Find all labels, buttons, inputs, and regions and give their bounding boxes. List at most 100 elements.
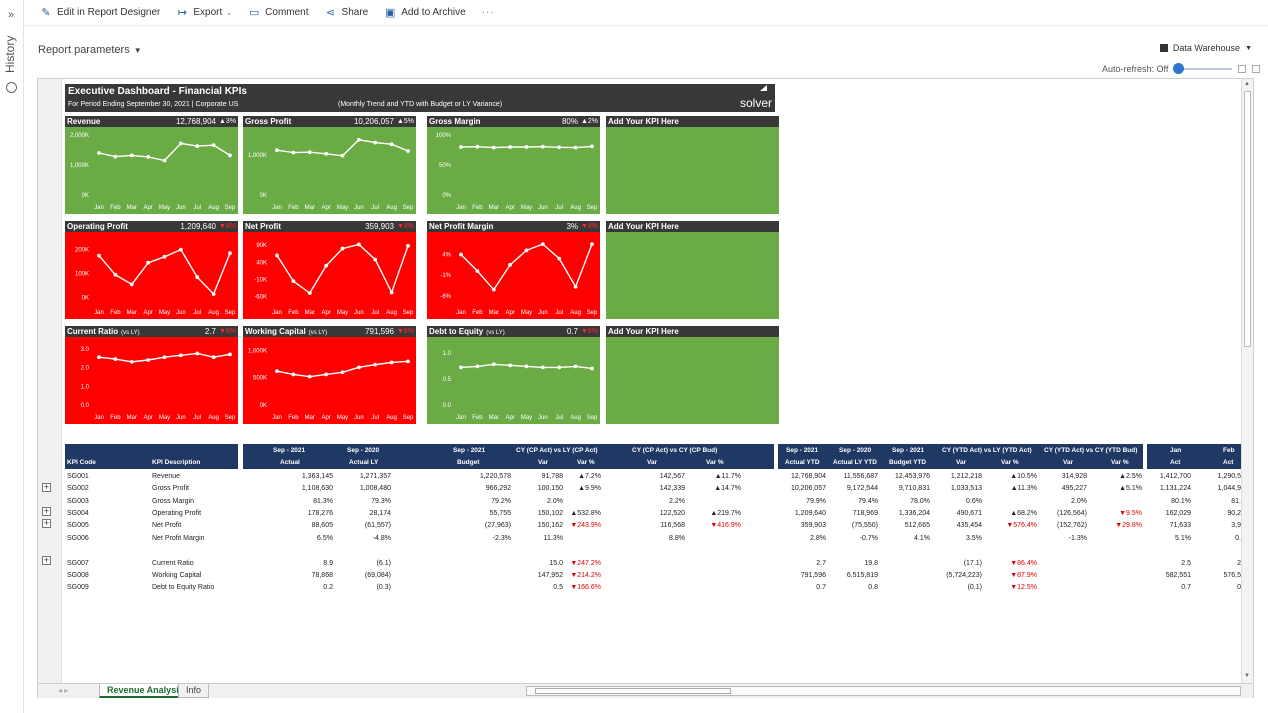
scrollbar-thumb[interactable] [1244,91,1251,347]
expand-row-button[interactable]: + [42,482,51,492]
history-label[interactable]: History [3,35,17,73]
cell-lyytd: 6,515,819 [846,572,878,580]
auto-refresh-toggle[interactable]: Auto-refresh: Off [1102,63,1261,74]
data-point [573,145,578,150]
y-tick-label: 1,000K [248,153,267,159]
data-source-dropdown[interactable]: Data Warehouse ▼ [1159,43,1252,53]
add-to-archive-button[interactable]: ▣ Add to Archive [385,7,466,19]
cell-jan: 80.1% [1171,497,1191,505]
cell-desc: Current Ratio [152,559,194,567]
data-point [459,252,463,257]
header-cell: Var [1063,459,1074,466]
expand-row-button[interactable]: + [42,506,51,516]
data-point [406,149,410,153]
cell-code: SG008 [67,572,89,580]
export-button[interactable]: ↦ Export ⌄ [177,7,233,19]
cell-ly: (69,084) [364,572,391,580]
x-tick-label: Jan [272,415,282,421]
cell-p3: ▲11.3% [1010,485,1037,493]
cell-v1: 150,162 [537,522,563,530]
cell-p1: ▼247.2% [570,559,601,567]
vertical-scrollbar[interactable]: ▲ ▼ [1241,79,1253,683]
slider-knob[interactable] [1173,63,1185,74]
x-tick-label: Jul [371,310,379,316]
data-point [307,291,312,296]
cell-budytd: 512,665 [904,522,930,530]
kpi-tile-header: Working Capital (vs LY) 791,596 ▼8% [243,326,416,337]
grid-icon[interactable] [1252,65,1261,73]
kpi-tile-body [427,127,600,214]
expand-row-button[interactable]: + [42,555,51,565]
table-row: SG008 Working Capital 78,868 (69,084) 147,95… [65,571,1241,583]
cell-p2: ▼416.9% [710,522,741,530]
scrollbar-thumb[interactable] [535,688,731,694]
kpi-tile-header: Current Ratio (vs LY) 2.7 ▼8% [65,326,238,337]
auto-refresh-slider[interactable] [1173,63,1233,74]
comment-button[interactable]: ▭ Comment [248,7,309,19]
kpi-name: Net Profit Margin [429,222,494,231]
popout-icon[interactable] [1238,65,1247,73]
data-point [557,365,562,370]
cell-a: 78,868 [311,572,333,580]
cell-p2: ▲219.7% [710,509,741,517]
x-tick-label: May [159,310,170,316]
x-tick-label: Mar [305,310,315,316]
sheet-tab-info[interactable]: Info [178,684,210,698]
cell-v3: (17.1) [963,559,982,567]
x-tick-label: Jul [193,310,201,316]
data-point [113,357,118,361]
data-point [291,150,296,155]
kpi-value: 12,768,904 [175,117,216,126]
kpi-variance: ▲2% [580,118,598,125]
kpi-value: 10,206,057 [353,117,394,126]
cell-jan: 162,029 [1165,509,1191,517]
y-tick-label: 1.0 [81,384,90,390]
cell-v2: 8.8% [669,534,685,542]
cell-budytd: 78.0% [910,497,930,505]
data-point [178,247,183,252]
x-tick-label: May [337,415,348,421]
cell-code: SG002 [67,485,89,493]
cell-feb: 0. [1235,534,1241,542]
x-tick-label: Apr [505,310,514,316]
header-cell: Var % [1001,459,1019,466]
data-point [406,243,410,248]
kpi-sparkline-chart: 3.0 2.0 1.0 0.0 Jan Feb Mar Apr May Jun Jul Aug Sep [81,347,236,421]
data-point [162,254,167,259]
data-point [162,355,167,360]
data-point [97,253,101,258]
report-parameters-dropdown[interactable]: Report parameters ▼ [38,44,142,56]
clock-icon[interactable] [6,82,17,93]
y-tick-label: 0.0 [81,403,90,409]
x-tick-label: Mar [305,205,315,211]
scroll-down-icon[interactable]: ▼ [1244,673,1250,679]
data-point [590,144,594,149]
x-tick-label: Feb [472,310,483,316]
x-tick-label: Jun [538,310,548,316]
horizontal-scrollbar[interactable] [526,686,1241,696]
y-tick-label: 3.0 [81,347,90,353]
data-point [590,366,594,371]
x-tick-label: Aug [208,310,219,316]
x-tick-label: Feb [110,205,121,211]
x-tick-label: Jun [354,205,364,211]
header-cell: Actual LY [349,459,379,466]
series-line [98,142,231,162]
more-options-button[interactable]: ··· [481,7,495,18]
kpi-tile-body [243,232,416,319]
scroll-up-icon[interactable]: ▲ [1244,81,1250,87]
header-cell: Budget [457,459,480,466]
cell-v3: (5,724,223) [946,572,982,580]
cell-v4: (152,762) [1057,522,1087,530]
expand-rail-icon[interactable]: » [8,9,15,21]
cell-code: SG007 [67,559,89,567]
sheet-nav-arrows[interactable]: ◂ ▸ [58,686,69,695]
edit-in-designer-button[interactable]: ✎ Edit in Report Designer [41,7,161,19]
cell-feb: 1,044,9 [1217,485,1241,493]
kpi-tile-header: Add Your KPI Here [606,221,779,232]
expand-row-button[interactable]: + [42,518,51,528]
share-button[interactable]: ⋖ Share [325,7,369,19]
kpi-name: Operating Profit [67,222,128,231]
header-cell: Act [1223,459,1234,466]
comment-icon: ▭ [248,7,260,19]
